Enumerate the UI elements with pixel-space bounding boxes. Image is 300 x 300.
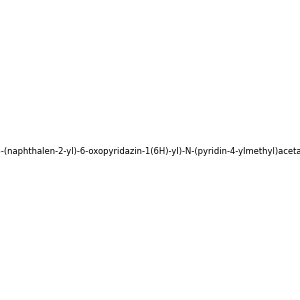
Text: 2-(3-(naphthalen-2-yl)-6-oxopyridazin-1(6H)-yl)-N-(pyridin-4-ylmethyl)acetamide: 2-(3-(naphthalen-2-yl)-6-oxopyridazin-1(…	[0, 147, 300, 156]
